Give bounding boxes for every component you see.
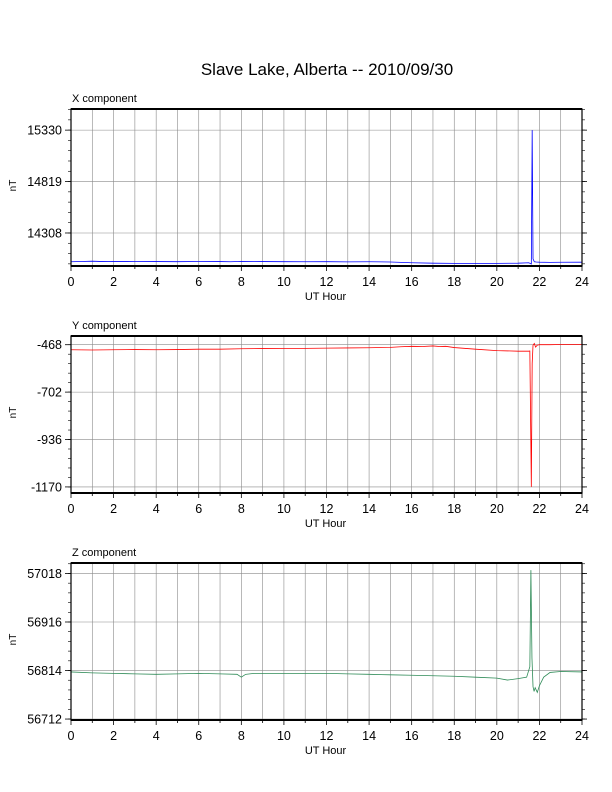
x-tick-label: 16 xyxy=(405,729,419,743)
y-tick-label: 14819 xyxy=(27,175,62,189)
x-tick-label: 24 xyxy=(575,502,589,516)
x-tick-label: 14 xyxy=(362,275,376,289)
x-tick-label: 8 xyxy=(238,502,245,516)
x-tick-label: 4 xyxy=(153,275,160,289)
figure-title: Slave Lake, Alberta -- 2010/09/30 xyxy=(201,60,453,79)
x-tick-label: 6 xyxy=(195,729,202,743)
x-tick-label: 18 xyxy=(447,502,461,516)
x-tick-label: 2 xyxy=(110,502,117,516)
y-tick-label: -936 xyxy=(37,433,62,447)
x-tick-label: 6 xyxy=(195,502,202,516)
x-tick-label: 12 xyxy=(320,729,334,743)
x-tick-label: 8 xyxy=(238,729,245,743)
x-component-label: X component xyxy=(72,93,137,105)
y-tick-label: 14308 xyxy=(27,226,62,240)
x-tick-label: 10 xyxy=(277,729,291,743)
x-tick-label: 24 xyxy=(575,729,589,743)
x-component-series-line xyxy=(70,130,583,265)
x-tick-label: 0 xyxy=(68,502,75,516)
x-tick-label: 4 xyxy=(153,729,160,743)
y-component-series-line xyxy=(70,342,582,487)
x-tick-label: 20 xyxy=(490,729,504,743)
y-tick-label: -468 xyxy=(37,338,62,352)
x-tick-label: 10 xyxy=(277,502,291,516)
x-axis-label: UT Hour xyxy=(305,518,347,530)
x-tick-label: 24 xyxy=(575,275,589,289)
x-tick-label: 0 xyxy=(68,275,75,289)
x-tick-label: 20 xyxy=(490,502,504,516)
x-tick-label: 18 xyxy=(447,275,461,289)
z-component-label: Z component xyxy=(72,547,136,559)
y-tick-label: 56712 xyxy=(27,713,62,727)
x-tick-label: 14 xyxy=(362,502,376,516)
y-component-label: Y component xyxy=(72,320,137,332)
x-tick-label: 0 xyxy=(68,729,75,743)
y-tick-label: 56916 xyxy=(27,615,62,629)
x-tick-label: 4 xyxy=(153,502,160,516)
z-component-series-line xyxy=(70,570,583,694)
x-tick-label: 22 xyxy=(532,729,546,743)
y-tick-label: -702 xyxy=(37,386,62,400)
x-tick-label: 2 xyxy=(110,729,117,743)
x-tick-label: 16 xyxy=(405,502,419,516)
x-tick-label: 18 xyxy=(447,729,461,743)
x-tick-label: 10 xyxy=(277,275,291,289)
x-tick-label: 16 xyxy=(405,275,419,289)
x-axis-label: UT Hour xyxy=(305,745,347,757)
x-tick-label: 22 xyxy=(532,502,546,516)
y-axis-label: nT xyxy=(8,634,19,646)
y-axis-label: nT xyxy=(8,407,19,419)
x-axis-label: UT Hour xyxy=(305,291,347,303)
x-tick-label: 14 xyxy=(362,729,376,743)
x-tick-label: 12 xyxy=(320,502,334,516)
x-tick-label: 12 xyxy=(320,275,334,289)
x-tick-label: 6 xyxy=(195,275,202,289)
x-tick-label: 8 xyxy=(238,275,245,289)
y-axis-label: nT xyxy=(8,180,19,192)
x-tick-label: 2 xyxy=(110,275,117,289)
y-tick-label: 15330 xyxy=(27,124,62,138)
x-tick-label: 20 xyxy=(490,275,504,289)
y-tick-label: -1170 xyxy=(31,480,62,494)
y-tick-label: 57018 xyxy=(27,567,62,581)
y-tick-label: 56814 xyxy=(27,664,62,678)
x-tick-label: 22 xyxy=(532,275,546,289)
